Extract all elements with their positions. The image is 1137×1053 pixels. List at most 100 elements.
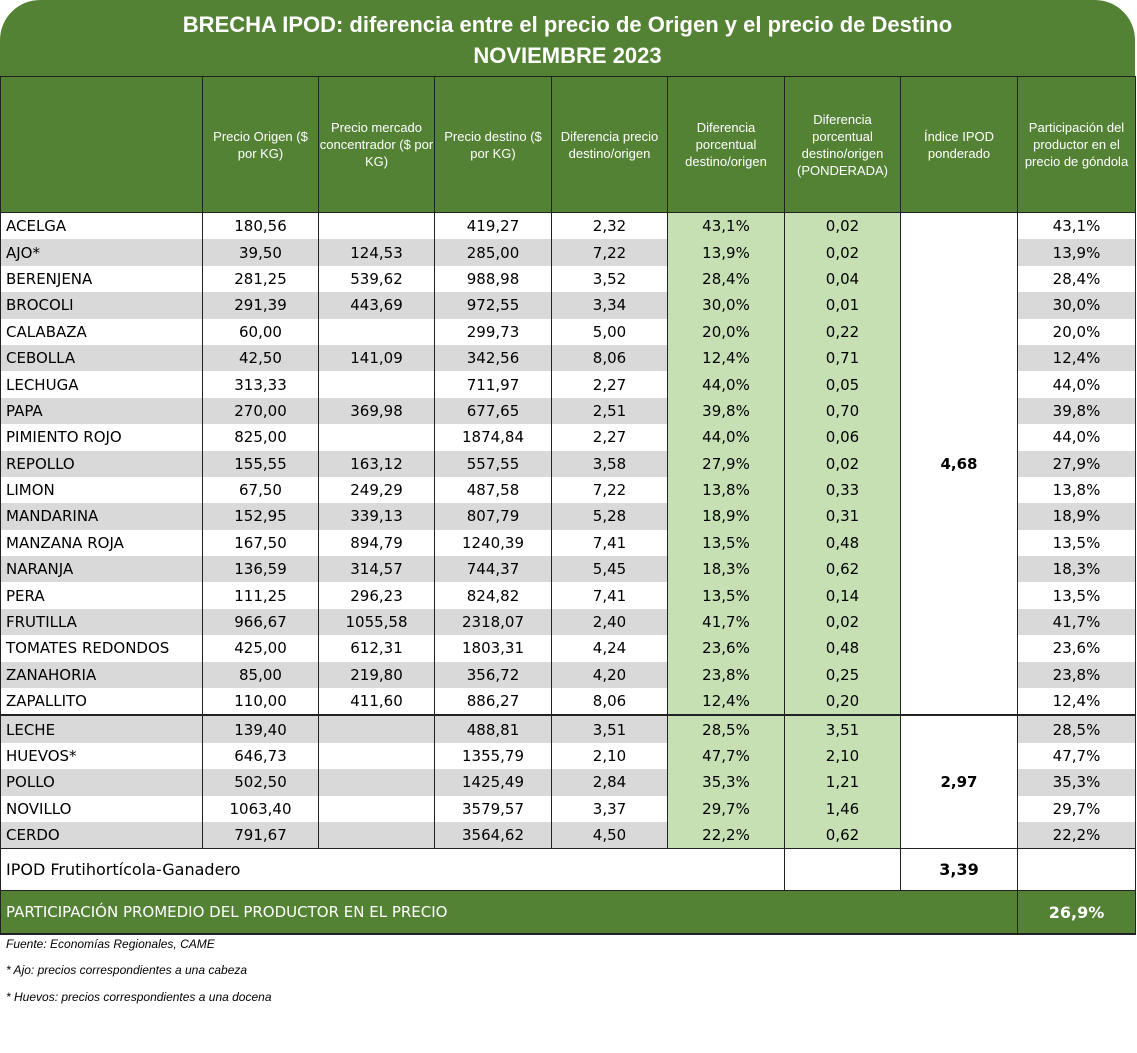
diferencia-precio: 3,58 (551, 450, 668, 477)
precio-destino: 419,27 (434, 212, 552, 240)
diferencia-porcentual: 44,0% (667, 424, 785, 451)
diferencia-porcentual: 30,0% (667, 292, 785, 319)
diferencia-ponderada: 0,01 (784, 292, 901, 319)
product-name: LECHUGA (0, 371, 203, 398)
diferencia-precio: 7,41 (551, 582, 668, 609)
diferencia-porcentual: 20,0% (667, 318, 785, 345)
promedio-row: PARTICIPACIÓN PROMEDIO DEL PRODUCTOR EN … (0, 890, 1136, 936)
product-name: HUEVOS* (0, 742, 203, 770)
diferencia-precio: 4,20 (551, 661, 668, 689)
precio-destino: 487,58 (434, 476, 552, 504)
product-name: POLLO (0, 769, 203, 796)
precio-mercado: 314,57 (318, 556, 435, 583)
table-row: LECHUGA 313,33 711,97 2,27 44,0% 0,05 44,0% (0, 371, 1136, 398)
diferencia-ponderada: 0,14 (784, 582, 901, 609)
precio-origen: 167,50 (202, 529, 319, 557)
participacion: 23,6% (1017, 635, 1136, 662)
table-row: CALABAZA 60,00 299,73 5,00 20,0% 0,22 20,0% (0, 318, 1136, 345)
precio-mercado: 163,12 (318, 450, 435, 477)
diferencia-precio: 2,51 (551, 397, 668, 425)
diferencia-ponderada: 0,02 (784, 239, 901, 266)
product-name: LECHE (0, 714, 203, 743)
diferencia-porcentual: 18,3% (667, 556, 785, 583)
precio-mercado: 612,31 (318, 635, 435, 662)
diferencia-porcentual: 28,4% (667, 265, 785, 293)
diferencia-precio: 7,22 (551, 476, 668, 504)
diferencia-porcentual: 27,9% (667, 450, 785, 477)
precio-mercado (318, 821, 435, 850)
diferencia-precio: 7,41 (551, 529, 668, 557)
participacion: 18,9% (1017, 503, 1136, 530)
diferencia-precio: 5,28 (551, 503, 668, 530)
diferencia-precio: 4,50 (551, 821, 668, 850)
product-name: FRUTILLA (0, 608, 203, 636)
table-row: FRUTILLA 966,67 1055,58 2318,07 2,40 41,7% 0,0… (0, 608, 1136, 636)
diferencia-porcentual: 39,8% (667, 397, 785, 425)
table-row: LECHE 139,40 488,81 3,51 28,5% 3,51 2,97 28,5% (0, 714, 1136, 850)
table-row: ZAPALLITO 110,00 411,60 886,27 8,06 12,4% 0,20… (0, 688, 1136, 716)
precio-destino: 988,98 (434, 265, 552, 293)
diferencia-ponderada: 2,10 (784, 742, 901, 770)
diferencia-ponderada: 0,20 (784, 688, 901, 716)
product-name: LIMON (0, 476, 203, 504)
table-row: LIMON 67,50 249,29 487,58 7,22 13,8% 0,33 13,8% (0, 476, 1136, 504)
diferencia-ponderada: 0,04 (784, 265, 901, 293)
header-precio-mercado: Precio mercado concentrador ($ por KG) (318, 76, 435, 213)
header-diferencia-ponderada: Diferencia porcentual destino/origen (PO… (784, 76, 901, 213)
precio-origen: 136,59 (202, 556, 319, 583)
precio-mercado: 249,29 (318, 476, 435, 504)
diferencia-ponderada: 0,62 (784, 821, 901, 850)
diferencia-ponderada: 0,02 (784, 608, 901, 636)
table-row: PERA 111,25 296,23 824,82 7,41 13,5% 0,14 13,5% (0, 582, 1136, 609)
header-row: Precio Origen ($ por KG) Precio mercado … (0, 76, 1136, 213)
diferencia-precio: 2,27 (551, 424, 668, 451)
precio-destino: 711,97 (434, 371, 552, 398)
ipod-total-row: IPOD Frutihortícola-Ganadero 3,39 (0, 848, 1136, 892)
header-product (0, 76, 203, 213)
table-title: BRECHA IPOD: diferencia entre el precio … (0, 0, 1135, 76)
table-row: BROCOLI 291,39 443,69 972,55 3,34 30,0% 0,01 30… (0, 292, 1136, 319)
participacion: 30,0% (1017, 292, 1136, 319)
precio-destino: 807,79 (434, 503, 552, 530)
footnote-huevos: * Huevos: precios correspondientes a una… (6, 990, 272, 1004)
diferencia-ponderada: 0,02 (784, 450, 901, 477)
table-row: AJO* 39,50 124,53 285,00 7,22 13,9% 0,02 13,9% (0, 239, 1136, 266)
participacion: 13,5% (1017, 582, 1136, 609)
participacion: 41,7% (1017, 608, 1136, 636)
precio-origen: 646,73 (202, 742, 319, 770)
diferencia-porcentual: 18,9% (667, 503, 785, 530)
precio-mercado: 894,79 (318, 529, 435, 557)
table-row: ZANAHORIA 85,00 219,80 356,72 4,20 23,8% 0,25 2… (0, 661, 1136, 689)
participacion: 29,7% (1017, 795, 1136, 822)
table-row: PIMIENTO ROJO 825,00 1874,84 2,27 44,0% 0,06 4… (0, 424, 1136, 451)
header-precio-origen: Precio Origen ($ por KG) (202, 76, 319, 213)
diferencia-porcentual: 13,5% (667, 529, 785, 557)
header-diferencia-precio: Diferencia precio destino/origen (551, 76, 668, 213)
precio-destino: 1803,31 (434, 635, 552, 662)
diferencia-precio: 3,52 (551, 265, 668, 293)
product-name: MANDARINA (0, 503, 203, 530)
diferencia-ponderada: 0,22 (784, 318, 901, 345)
participacion: 39,8% (1017, 397, 1136, 425)
diferencia-ponderada: 0,71 (784, 344, 901, 372)
ipod-total-value: 3,39 (900, 848, 1018, 892)
product-name: REPOLLO (0, 450, 203, 477)
diferencia-porcentual: 41,7% (667, 608, 785, 636)
precio-destino: 1240,39 (434, 529, 552, 557)
precio-mercado: 411,60 (318, 688, 435, 716)
diferencia-precio: 3,51 (551, 714, 668, 743)
participacion: 12,4% (1017, 344, 1136, 372)
precio-origen: 825,00 (202, 424, 319, 451)
precio-origen: 110,00 (202, 688, 319, 716)
precio-destino: 1355,79 (434, 742, 552, 770)
diferencia-ponderada: 0,70 (784, 397, 901, 425)
diferencia-precio: 2,27 (551, 371, 668, 398)
diferencia-porcentual: 12,4% (667, 688, 785, 716)
title-line-1: BRECHA IPOD: diferencia entre el precio … (182, 12, 953, 37)
diferencia-precio: 8,06 (551, 344, 668, 372)
diferencia-porcentual: 22,2% (667, 821, 785, 850)
diferencia-porcentual: 12,4% (667, 344, 785, 372)
header-participacion: Participación del productor en el precio… (1017, 76, 1136, 213)
precio-mercado: 124,53 (318, 239, 435, 266)
product-name: ZAPALLITO (0, 688, 203, 716)
